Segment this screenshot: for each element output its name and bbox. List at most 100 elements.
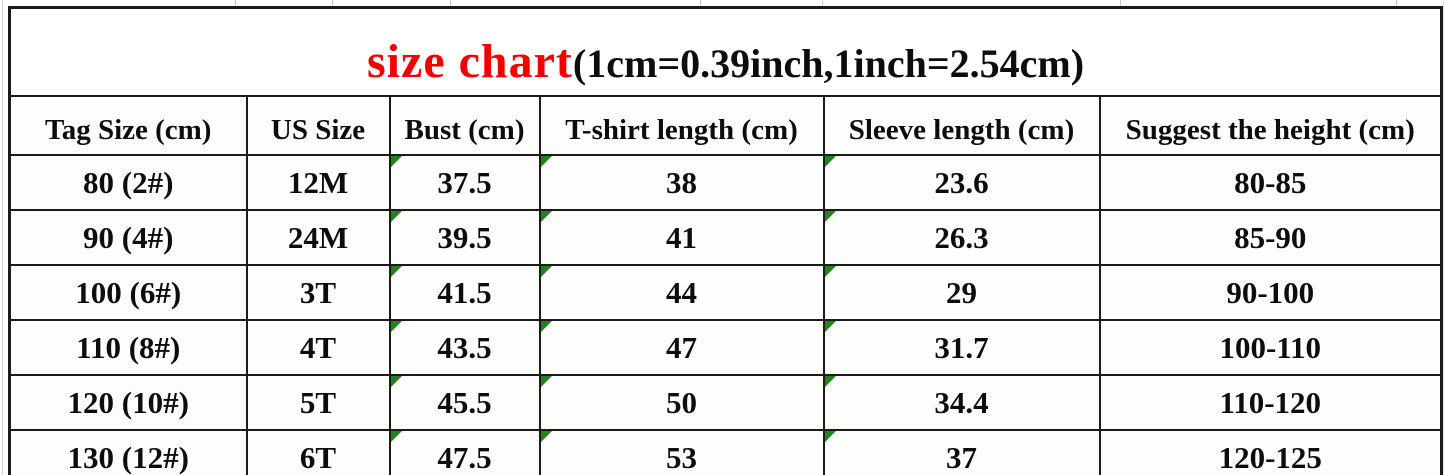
cell-corner-flag-icon — [391, 157, 402, 167]
gridline-tick — [1396, 0, 1397, 6]
column-header-tshirt-length: T-shirt length (cm) — [538, 95, 825, 156]
cell-corner-flag-icon — [825, 322, 836, 332]
cell-value: 47.5 — [437, 439, 492, 475]
table-row: 100 (6#) 3T 41.5 44 29 90-100 — [8, 264, 1443, 321]
cell-corner-flag-icon — [541, 212, 552, 222]
cell-value: 43.5 — [437, 329, 492, 365]
table-row: 80 (2#) 12M 37.5 38 23.6 80-85 — [8, 154, 1443, 211]
table-row: 90 (4#) 24M 39.5 41 26.3 85-90 — [8, 209, 1443, 266]
cell-bust: 37.5 — [388, 154, 541, 211]
cell-us-size: 3T — [245, 264, 391, 321]
cell-us-size: 4T — [245, 319, 391, 376]
column-header-us-size: US Size — [245, 95, 391, 156]
cell-value: 26.3 — [934, 219, 989, 255]
cell-us-size: 24M — [245, 209, 391, 266]
gridline-tick — [450, 0, 451, 6]
cell-us-size: 12M — [245, 154, 391, 211]
cell-suggest-height: 120-125 — [1098, 429, 1443, 475]
cell-value: 37.5 — [437, 164, 492, 200]
cell-value: 38 — [666, 164, 697, 200]
cell-suggest-height: 90-100 — [1098, 264, 1443, 321]
cell-suggest-height: 85-90 — [1098, 209, 1443, 266]
cell-bust: 39.5 — [388, 209, 541, 266]
column-header-tag-size: Tag Size (cm) — [8, 95, 248, 156]
chart-title-cell: size chart(1cm=0.39inch,1inch=2.54cm) — [8, 6, 1443, 97]
cell-corner-flag-icon — [541, 157, 552, 167]
cell-corner-flag-icon — [541, 322, 552, 332]
gridline-tick — [1120, 0, 1121, 6]
cell-corner-flag-icon — [825, 157, 836, 167]
gridline-tick — [822, 0, 823, 6]
cell-corner-flag-icon — [391, 432, 402, 442]
left-gridline — [2, 0, 3, 475]
cell-suggest-height: 100-110 — [1098, 319, 1443, 376]
cell-sleeve-length: 26.3 — [822, 209, 1101, 266]
chart-title-conversion-note: (1cm=0.39inch,1inch=2.54cm) — [572, 41, 1085, 86]
size-chart-table: size chart(1cm=0.39inch,1inch=2.54cm) Ta… — [8, 6, 1444, 475]
cell-corner-flag-icon — [825, 212, 836, 222]
cell-value: 50 — [666, 384, 697, 420]
cell-sleeve-length: 29 — [822, 264, 1101, 321]
cell-corner-flag-icon — [825, 377, 836, 387]
cell-corner-flag-icon — [391, 267, 402, 277]
column-header-bust: Bust (cm) — [388, 95, 541, 156]
cell-us-size: 5T — [245, 374, 391, 431]
cell-value: 34.4 — [934, 384, 989, 420]
cell-sleeve-length: 34.4 — [822, 374, 1101, 431]
column-header-sleeve-length: Sleeve length (cm) — [822, 95, 1101, 156]
header-row: Tag Size (cm) US Size Bust (cm) T-shirt … — [8, 95, 1443, 156]
cell-tag-size: 100 (6#) — [8, 264, 248, 321]
cell-sleeve-length: 23.6 — [822, 154, 1101, 211]
cell-value: 41 — [666, 219, 697, 255]
cell-suggest-height: 110-120 — [1098, 374, 1443, 431]
cell-value: 53 — [666, 439, 697, 475]
cell-value: 47 — [666, 329, 697, 365]
cell-tag-size: 90 (4#) — [8, 209, 248, 266]
table-row: 120 (10#) 5T 45.5 50 34.4 110-120 — [8, 374, 1443, 431]
cell-bust: 45.5 — [388, 374, 541, 431]
cell-corner-flag-icon — [541, 267, 552, 277]
cell-value: 23.6 — [934, 164, 989, 200]
cell-corner-flag-icon — [391, 377, 402, 387]
cell-corner-flag-icon — [391, 322, 402, 332]
chart-title: size chart — [367, 35, 573, 88]
cell-value: 44 — [666, 274, 697, 310]
cell-us-size: 6T — [245, 429, 391, 475]
cell-value: 31.7 — [934, 329, 989, 365]
gridline-tick — [700, 0, 701, 6]
title-row: size chart(1cm=0.39inch,1inch=2.54cm) — [8, 6, 1443, 97]
cell-value: 41.5 — [437, 274, 492, 310]
cell-tshirt-length: 50 — [538, 374, 825, 431]
table-row: 110 (8#) 4T 43.5 47 31.7 100-110 — [8, 319, 1443, 376]
cell-tshirt-length: 53 — [538, 429, 825, 475]
right-gridline — [1443, 0, 1444, 475]
cell-sleeve-length: 37 — [822, 429, 1101, 475]
cell-corner-flag-icon — [825, 432, 836, 442]
cell-corner-flag-icon — [541, 432, 552, 442]
cell-tag-size: 130 (12#) — [8, 429, 248, 475]
cell-corner-flag-icon — [541, 377, 552, 387]
cell-value: 29 — [946, 274, 977, 310]
table-row: 130 (12#) 6T 47.5 53 37 120-125 — [8, 429, 1443, 475]
cell-tshirt-length: 47 — [538, 319, 825, 376]
cell-tshirt-length: 38 — [538, 154, 825, 211]
cell-value: 37 — [946, 439, 977, 475]
cell-bust: 47.5 — [388, 429, 541, 475]
cell-corner-flag-icon — [825, 267, 836, 277]
cell-tag-size: 80 (2#) — [8, 154, 248, 211]
cell-sleeve-length: 31.7 — [822, 319, 1101, 376]
cell-value: 45.5 — [437, 384, 492, 420]
gridline-tick — [235, 0, 236, 6]
cell-tshirt-length: 44 — [538, 264, 825, 321]
cell-tag-size: 120 (10#) — [8, 374, 248, 431]
cell-bust: 41.5 — [388, 264, 541, 321]
column-header-suggest-height: Suggest the height (cm) — [1098, 95, 1443, 156]
gridline-tick — [332, 0, 333, 6]
cell-bust: 43.5 — [388, 319, 541, 376]
cell-tag-size: 110 (8#) — [8, 319, 248, 376]
cell-value: 39.5 — [437, 219, 492, 255]
cell-corner-flag-icon — [391, 212, 402, 222]
cell-suggest-height: 80-85 — [1098, 154, 1443, 211]
cell-tshirt-length: 41 — [538, 209, 825, 266]
